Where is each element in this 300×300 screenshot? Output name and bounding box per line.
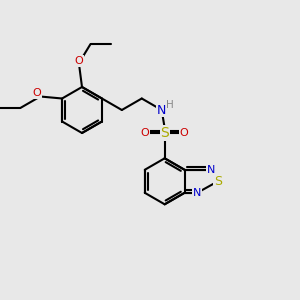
Text: N: N xyxy=(207,165,215,175)
Text: S: S xyxy=(160,126,169,140)
Text: H: H xyxy=(166,100,173,110)
Text: O: O xyxy=(180,128,189,138)
Text: O: O xyxy=(33,88,42,98)
Text: N: N xyxy=(193,188,201,198)
Text: O: O xyxy=(141,128,149,138)
Text: O: O xyxy=(75,56,83,66)
Text: N: N xyxy=(157,103,166,116)
Text: S: S xyxy=(214,175,222,188)
